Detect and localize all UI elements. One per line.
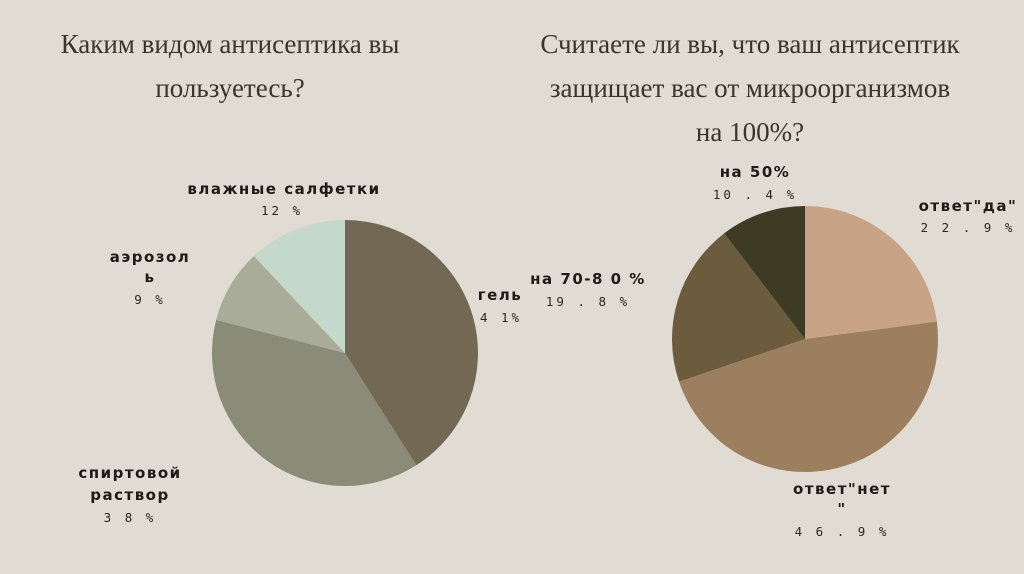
pie-chart-antiseptic-type (212, 220, 479, 486)
pie-slice-2 (672, 233, 805, 382)
pie-slice-0 (345, 220, 479, 466)
slice-value-50: 10 . 4 % (713, 187, 797, 202)
slice-label-aerosol: аэрозол (110, 248, 191, 266)
title-line: Каким видом антисептика вы (60, 29, 400, 59)
title-line: пользуетесь? (155, 73, 305, 103)
slice-value-no: 4 6 . 9 % (795, 524, 890, 539)
pie-slice-3 (253, 220, 345, 353)
pie-slice-0 (805, 206, 937, 339)
title-line: Считаете ли вы, что ваш антисептик (540, 29, 960, 59)
slice-value-yes: 2 2 . 9 % (921, 220, 1016, 235)
pie-slice-1 (212, 319, 417, 486)
slice-value-gel: 4 1% (480, 310, 522, 325)
slice-value-alcohol: 3 8 % (104, 510, 157, 525)
slice-label-alcohol: спиртовой (78, 464, 181, 482)
slice-label-no: ответ"нет (793, 480, 891, 498)
slice-value-wipes: 12 % (261, 203, 303, 218)
slice-label-wipes: влажные салфетки (187, 180, 380, 198)
slice-label-yes: ответ"да" (919, 197, 1018, 215)
slice-value-70-80: 19 . 8 % (546, 294, 630, 309)
slice-label-aerosol-2: ь (145, 268, 156, 286)
pie-slice-1 (679, 321, 939, 472)
title-line: защищает вас от микроорганизмов (549, 73, 951, 103)
pie-slice-3 (724, 206, 805, 339)
slice-label-alcohol-2: раствор (90, 486, 169, 504)
slice-label-50: на 50% (720, 163, 791, 181)
slice-label-no-2: " (837, 500, 846, 518)
slice-label-gel: гель (478, 286, 522, 304)
slice-value-aerosol: 9 % (134, 292, 166, 307)
pie-slice-2 (216, 256, 345, 353)
chart-title-antiseptic-type: Каким видом антисептика вы пользуетесь? (10, 22, 450, 110)
pie-chart-protection (672, 206, 939, 472)
chart-title-protection: Считаете ли вы, что ваш антисептик защищ… (470, 22, 1024, 154)
slice-label-70-80: на 70-8 0 % (530, 270, 646, 288)
title-line: на 100%? (695, 117, 805, 147)
